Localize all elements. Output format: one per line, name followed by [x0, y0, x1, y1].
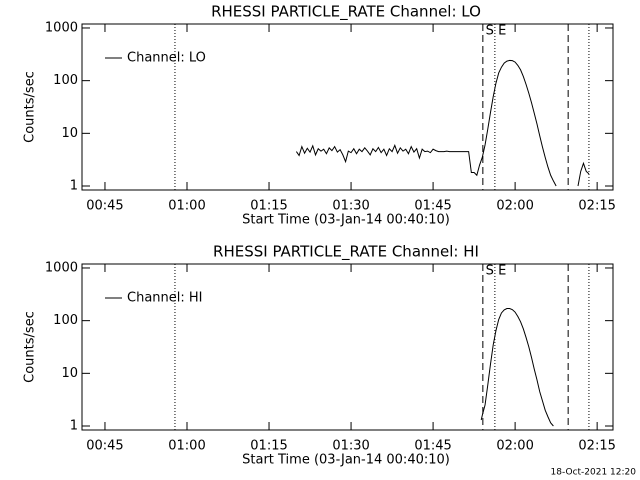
y-tick-label: 10 — [61, 366, 78, 381]
x-tick-label: 01:30 — [332, 439, 369, 454]
data-line — [295, 59, 590, 187]
x-tick-label: 01:00 — [168, 439, 205, 454]
plot-frame — [81, 263, 614, 431]
legend-label: Channel: LO — [127, 51, 206, 66]
x-tick-label: 01:15 — [250, 439, 287, 454]
x-axis-label: Start Time (03-Jan-14 00:40:10) — [242, 213, 450, 228]
y-axis-label: Counts/sec — [23, 71, 38, 143]
y-tick-label: 1 — [70, 419, 78, 434]
y-tick-label: 100 — [53, 313, 78, 328]
x-tick-label: 02:00 — [496, 199, 533, 214]
legend-label: Channel: HI — [127, 291, 203, 306]
x-tick-label: 00:45 — [86, 439, 123, 454]
footer-date: 18-Oct-2021 12:20 — [551, 468, 637, 478]
y-tick-label: 100 — [53, 73, 78, 88]
plot-frame — [81, 23, 614, 191]
x-tick-label: 02:15 — [578, 199, 615, 214]
chart-title: RHESSI PARTICLE_RATE Channel: LO — [211, 3, 481, 22]
chart-title: RHESSI PARTICLE_RATE Channel: HI — [213, 243, 479, 262]
marker-label: S — [486, 264, 494, 279]
x-axis-label: Start Time (03-Jan-14 00:40:10) — [242, 453, 450, 468]
x-tick-label: 01:00 — [168, 199, 205, 214]
x-tick-label: 00:45 — [86, 199, 123, 214]
x-tick-label: 02:15 — [578, 439, 615, 454]
marker-label: E — [498, 24, 506, 39]
y-tick-label: 1000 — [45, 260, 78, 275]
data-line — [480, 308, 554, 427]
x-tick-label: 01:15 — [250, 199, 287, 214]
x-tick-label: 02:00 — [496, 439, 533, 454]
x-tick-label: 01:30 — [332, 199, 369, 214]
marker-label: S — [486, 24, 494, 39]
x-tick-label: 01:45 — [414, 199, 451, 214]
y-axis-label: Counts/sec — [23, 311, 38, 383]
marker-label: E — [498, 264, 506, 279]
x-tick-label: 01:45 — [414, 439, 451, 454]
y-tick-label: 1 — [70, 179, 78, 194]
y-tick-label: 1000 — [45, 20, 78, 35]
y-tick-label: 10 — [61, 126, 78, 141]
